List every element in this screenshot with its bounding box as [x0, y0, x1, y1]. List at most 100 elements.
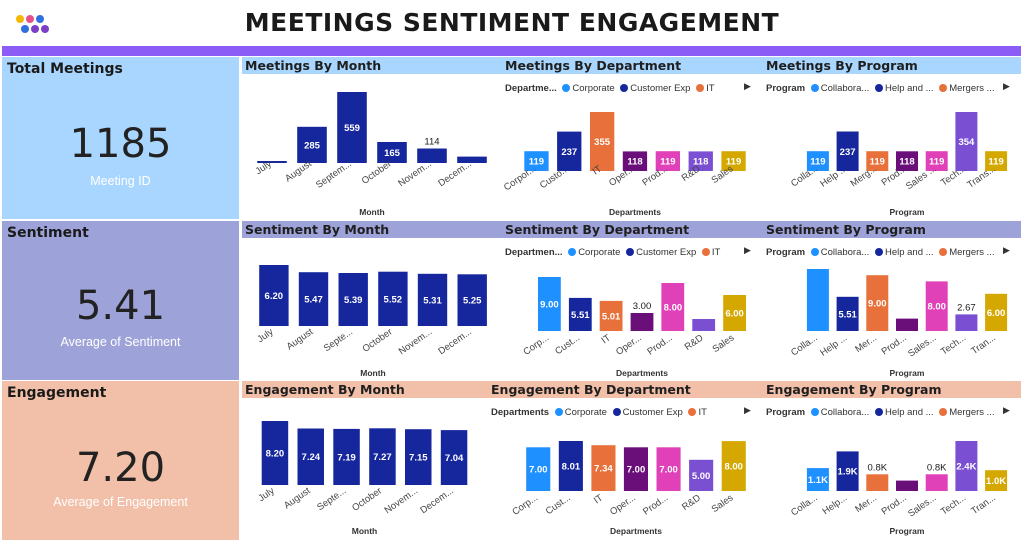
engagement-by-month-panel[interactable]: Engagement By Month 8.20 July 7.24 August 7.…	[242, 381, 486, 540]
legend-next-arrow-icon[interactable]: ▶	[1003, 82, 1010, 92]
bar[interactable]	[369, 428, 396, 485]
bar[interactable]	[656, 447, 681, 491]
bar[interactable]	[630, 313, 654, 331]
bar[interactable]	[558, 441, 583, 491]
bar[interactable]	[337, 92, 367, 163]
legend-next-arrow-icon[interactable]: ▶	[1003, 246, 1010, 256]
bar[interactable]	[298, 272, 329, 326]
bar[interactable]	[378, 271, 408, 326]
bar[interactable]	[836, 296, 859, 331]
bar[interactable]	[297, 428, 325, 486]
bar[interactable]	[896, 318, 918, 331]
bar[interactable]	[591, 445, 616, 491]
bar[interactable]	[806, 269, 829, 331]
bar[interactable]	[723, 295, 746, 331]
bar[interactable]	[622, 151, 648, 171]
bar[interactable]	[590, 112, 615, 171]
bar[interactable]	[721, 151, 746, 171]
bar[interactable]	[417, 148, 447, 164]
bar[interactable]	[257, 161, 287, 163]
bar[interactable]	[405, 429, 432, 485]
sentiment-by-department-panel[interactable]: Sentiment By Department Departmen... Cor…	[502, 221, 760, 380]
bar[interactable]	[985, 470, 1008, 491]
bar[interactable]	[925, 151, 948, 171]
x-tick-label: Help ...	[818, 332, 849, 358]
legend-title: Program	[766, 407, 806, 418]
bar[interactable]	[985, 151, 1008, 171]
bar[interactable]	[866, 151, 889, 171]
data-label: 1.1K	[808, 475, 828, 486]
bar[interactable]	[985, 293, 1008, 331]
bar[interactable]	[524, 151, 549, 171]
panel-title: Sentiment By Program	[766, 222, 926, 237]
bar[interactable]	[692, 319, 716, 331]
bar[interactable]	[526, 447, 551, 491]
meetings-by-program-panel[interactable]: Meetings By Program Program Collabora...…	[763, 57, 1021, 219]
sentiment-card[interactable]: Sentiment 5.41 Average of Sentiment	[2, 221, 239, 380]
bar[interactable]	[338, 273, 368, 326]
bar[interactable]	[259, 265, 289, 326]
engagement-by-program-panel[interactable]: Engagement By Program Program Collabora.…	[763, 381, 1021, 540]
bar[interactable]	[836, 131, 859, 172]
x-axis-label: Departments	[609, 207, 661, 217]
legend-next-arrow-icon[interactable]: ▶	[744, 406, 751, 416]
x-tick-label: Tran...	[969, 492, 998, 517]
bar[interactable]	[955, 314, 978, 331]
bar[interactable]	[955, 112, 978, 171]
data-label: 237	[561, 147, 577, 158]
meetings-by-department-chart: 119Corpor...237Custo...355IT118Oper...11…	[502, 112, 746, 217]
meetings-by-month-panel[interactable]: Meetings By Month July 285 August 559 Septem…	[242, 57, 500, 219]
bar[interactable]	[661, 283, 685, 331]
legend-item: Mergers ...	[949, 407, 995, 418]
bar[interactable]	[417, 273, 448, 326]
data-label: 7.00	[659, 465, 678, 476]
legend-next-arrow-icon[interactable]: ▶	[1003, 406, 1010, 416]
legend-next-arrow-icon[interactable]: ▶	[744, 82, 751, 92]
engagement-card[interactable]: Engagement 7.20 Average of Engagement	[2, 381, 239, 540]
legend-title: Departme...	[505, 83, 557, 94]
bar[interactable]	[599, 300, 623, 331]
bar[interactable]	[866, 474, 889, 491]
sentiment-by-month-panel[interactable]: Sentiment By Month 6.20 July 5.47 August 5.3…	[242, 221, 500, 380]
bar[interactable]	[655, 151, 680, 171]
total-meetings-card[interactable]: Total Meetings 1185 Meeting ID	[2, 57, 239, 219]
bar[interactable]	[297, 126, 327, 163]
data-label: 119	[726, 157, 741, 168]
bar[interactable]	[688, 151, 713, 171]
engagement-by-department-panel[interactable]: Engagement By Department Departments Cor…	[488, 381, 760, 540]
bar[interactable]	[333, 428, 360, 485]
meetings-by-department-panel[interactable]: Meetings By Department Departme... Corpo…	[502, 57, 760, 219]
bar[interactable]	[806, 468, 829, 491]
bar[interactable]	[836, 451, 859, 491]
data-label: 7.34	[594, 464, 613, 475]
bar[interactable]	[377, 142, 407, 163]
data-label: 354	[958, 137, 975, 148]
x-tick-label: Sales...	[906, 332, 938, 359]
bar[interactable]	[925, 281, 948, 331]
bar[interactable]	[457, 156, 487, 163]
bar[interactable]	[623, 447, 648, 491]
bar[interactable]	[568, 297, 592, 331]
x-tick-label: August	[282, 485, 313, 511]
bar[interactable]	[896, 480, 918, 491]
legend-dot	[810, 84, 819, 92]
bar[interactable]	[896, 151, 918, 171]
bar[interactable]	[457, 274, 487, 326]
legend-dot	[626, 248, 635, 256]
bar[interactable]	[261, 421, 289, 485]
bar[interactable]	[440, 430, 468, 485]
bar[interactable]	[955, 441, 978, 491]
x-tick-label: July	[256, 485, 276, 504]
bar[interactable]	[557, 131, 582, 171]
bar[interactable]	[806, 151, 829, 171]
data-label: 2.67	[957, 302, 976, 313]
legend-next-arrow-icon[interactable]: ▶	[744, 246, 751, 256]
bar[interactable]	[538, 277, 561, 331]
bar[interactable]	[721, 441, 746, 491]
bar[interactable]	[689, 459, 714, 491]
bar[interactable]	[866, 275, 889, 331]
bar[interactable]	[925, 474, 948, 491]
legend-dot	[701, 248, 710, 256]
x-axis-label: Departments	[610, 526, 662, 536]
sentiment-by-program-panel[interactable]: Sentiment By Program Program Collabora..…	[763, 221, 1021, 380]
